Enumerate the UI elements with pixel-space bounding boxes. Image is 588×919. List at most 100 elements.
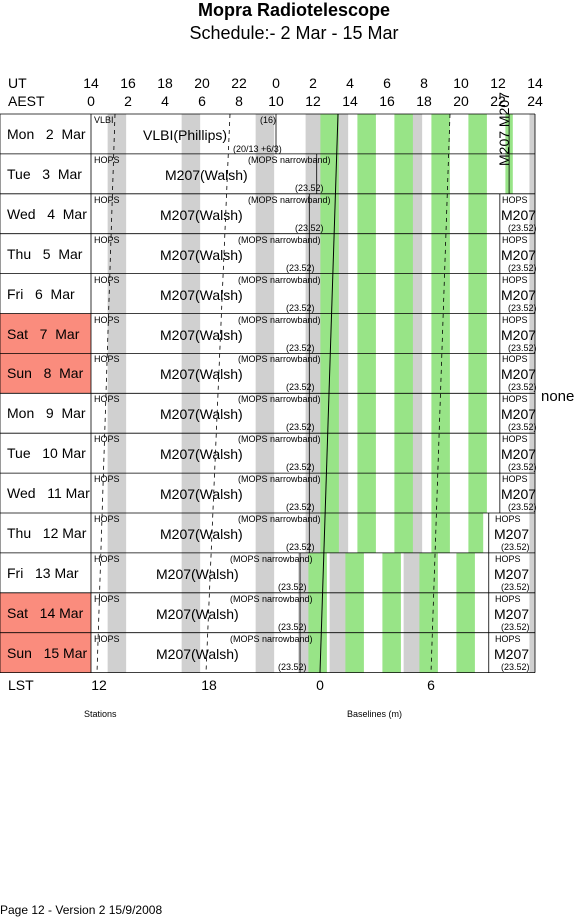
grey-stripe — [255, 433, 275, 474]
page-title: Mopra Radiotelescope — [197, 0, 391, 20]
aest-tick: 8 — [235, 93, 243, 109]
grey-stripe — [107, 473, 127, 513]
green-stripe — [394, 353, 413, 394]
mops-tag: (MOPS narrowband) — [238, 394, 321, 405]
day-label: Wed 4 Mar — [7, 205, 87, 222]
grey-stripe — [529, 433, 535, 474]
end-block — [500, 353, 535, 394]
vlbi-code: (20/13 +6/3) — [233, 144, 282, 154]
grey-stripe — [529, 513, 535, 553]
green-stripe — [357, 193, 376, 234]
green-stripe — [394, 273, 413, 314]
grey-stripe — [529, 473, 535, 513]
small-code: (23.52) — [501, 621, 530, 632]
grey-stripe — [255, 114, 275, 154]
green-stripe — [320, 273, 339, 314]
small-code: (23.52) — [286, 342, 315, 353]
green-stripe — [394, 513, 413, 553]
grey-stripe — [329, 552, 349, 593]
green-stripe — [468, 473, 487, 513]
green-stripe — [431, 473, 450, 513]
mops-tag: (MOPS narrowband) — [230, 593, 313, 604]
mops-tag: (MOPS narrowband) — [248, 194, 331, 205]
hops-tag: HOPS — [502, 194, 528, 205]
observation-block: M207(Walsh) — [160, 446, 243, 463]
green-stripe — [357, 353, 376, 394]
observation-block: M207(Walsh) — [160, 326, 243, 343]
small-code: (23.52) — [286, 542, 315, 552]
vlbi-block: VLBI(Phillips) — [143, 127, 228, 143]
end-block — [500, 313, 535, 354]
hops-tag: HOPS — [94, 553, 120, 564]
day-label: Tue 10 Mar — [7, 445, 86, 462]
grey-stripe — [529, 353, 535, 394]
green-stripe — [468, 193, 487, 234]
green-stripe — [394, 153, 413, 194]
end-block-label: M207 — [501, 486, 537, 503]
grey-stripe — [107, 233, 127, 274]
grey-stripe — [305, 313, 323, 354]
observation-block: M207(Walsh) — [160, 286, 243, 303]
day-label: Mon 2 Mar — [7, 126, 86, 142]
grey-stripe — [255, 233, 275, 274]
end-block-label: M207 — [494, 605, 530, 622]
green-stripe — [357, 313, 376, 354]
grey-stripe — [403, 552, 423, 593]
grey-stripe — [107, 114, 127, 154]
hops-tag: HOPS — [94, 394, 120, 405]
schedule-grid — [0, 113, 536, 673]
grey-stripe — [255, 592, 275, 633]
hops-tag: HOPS — [94, 474, 120, 485]
end-block-label: M207 — [501, 446, 537, 463]
mops-tag: (MOPS narrowband) — [238, 354, 321, 365]
hops-tag: HOPS — [502, 234, 528, 245]
hops-tag: HOPS — [94, 434, 120, 445]
green-stripe — [345, 552, 364, 593]
lst-tick: 6 — [427, 677, 435, 693]
vlbi-tag: (16) — [260, 115, 277, 125]
end-block — [483, 592, 535, 633]
aest-tick: 14 — [342, 93, 358, 109]
grey-stripe — [529, 233, 535, 274]
green-stripe — [382, 632, 401, 673]
aest-tick: 10 — [268, 93, 284, 109]
green-stripe — [468, 313, 487, 354]
end-block-label: M207 — [494, 565, 530, 582]
grey-stripe — [107, 433, 127, 474]
small-code: (23.52) — [286, 382, 315, 393]
day-label: Mon 9 Mar — [7, 405, 86, 422]
grey-stripe — [107, 313, 127, 354]
green-stripe — [320, 153, 339, 194]
green-stripe — [431, 513, 450, 553]
ut-tick: 22 — [231, 75, 247, 91]
green-stripe — [419, 592, 438, 633]
green-stripe — [456, 632, 475, 673]
grey-stripe — [305, 273, 323, 314]
mops-tag: (MOPS narrowband) — [238, 474, 321, 485]
grey-stripe — [255, 273, 275, 314]
grey-stripe — [255, 353, 275, 394]
grey-stripe — [181, 473, 201, 513]
green-stripe — [431, 353, 450, 394]
green-stripe — [431, 433, 450, 474]
array-config: none — [541, 388, 575, 405]
end-block-label: M207 — [501, 246, 537, 263]
green-stripe — [431, 313, 450, 354]
grey-stripe — [181, 353, 201, 394]
grey-stripe — [181, 313, 201, 354]
green-stripe — [468, 393, 487, 434]
weekend-cell — [0, 632, 91, 673]
hops-tag: HOPS — [94, 274, 120, 285]
grey-stripe — [181, 193, 201, 234]
hops-tag: HOPS — [94, 514, 120, 524]
small-code: (23.52) — [501, 661, 530, 672]
green-stripe — [468, 353, 487, 394]
rotated-block-label: M207 M207 — [496, 92, 512, 166]
grey-stripe — [255, 313, 275, 354]
end-block — [483, 632, 535, 673]
end-block — [500, 473, 535, 513]
small-code: (23.52) — [286, 262, 315, 273]
hops-tag: HOPS — [495, 633, 521, 644]
grey-stripe — [107, 632, 127, 673]
green-stripe — [357, 473, 376, 513]
